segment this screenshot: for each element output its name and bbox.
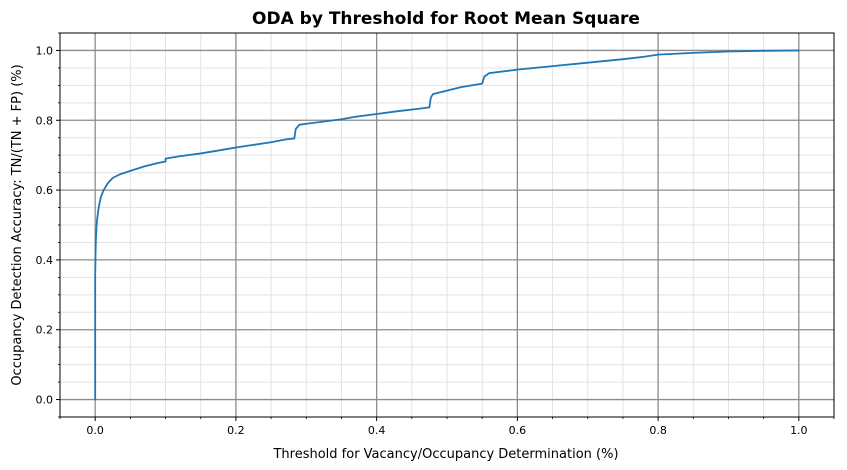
y-tick-label: 1.0	[36, 44, 54, 57]
x-tick-label: 0.8	[649, 424, 667, 437]
y-tick-label: 0.4	[36, 254, 54, 267]
x-axis-label: Threshold for Vacancy/Occupancy Determin…	[272, 447, 618, 462]
y-tick-label: 0.0	[36, 394, 54, 407]
x-tick-label: 0.0	[86, 424, 104, 437]
x-tick-label: 1.0	[790, 424, 808, 437]
series-line	[94, 49, 800, 401]
x-tick-label: 0.2	[227, 424, 245, 437]
y-axis-label: Occupancy Detection Accuracy: TN/(TN + F…	[10, 64, 25, 385]
y-tick-label: 0.2	[36, 324, 54, 337]
chart-title: ODA by Threshold for Root Mean Square	[252, 9, 640, 29]
tick-layer: 0.0 0.2 0.4 0.6 0.8 1.0 0.0 0.2 0.4 0.6 0.8 1.0	[36, 32, 835, 437]
y-tick-label: 0.8	[36, 114, 54, 127]
y-tick-label: 0.6	[36, 184, 54, 197]
x-tick-label: 0.4	[368, 424, 386, 437]
line-layer	[94, 49, 800, 401]
x-tick-label: 0.6	[509, 424, 527, 437]
